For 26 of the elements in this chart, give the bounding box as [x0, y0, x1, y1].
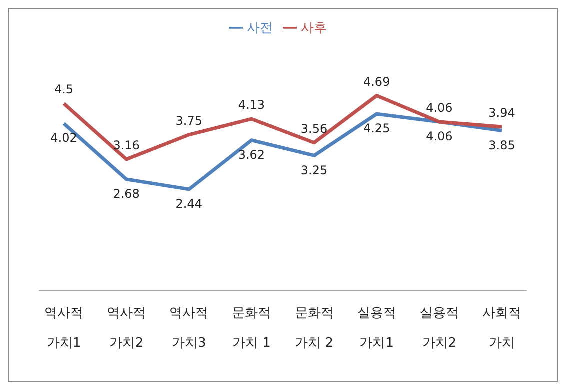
- x-tick-label: 사회적 가치: [482, 306, 522, 351]
- data-label: 4.69: [364, 74, 390, 89]
- data-label: 4.02: [50, 131, 78, 146]
- x-tick-label: 역사적 가치3: [170, 306, 209, 351]
- data-label: 3.75: [176, 114, 202, 128]
- x-tick-label: 실용적 가치2: [420, 306, 459, 351]
- data-label: 3.62: [238, 148, 266, 162]
- legend-label: 사후: [301, 21, 327, 36]
- data-label: 4.25: [364, 122, 390, 136]
- x-tick-label: 문화적 가치 1: [232, 306, 272, 351]
- x-tick-label: 역사적 가치1: [44, 306, 84, 351]
- data-label: 2.44: [176, 196, 202, 211]
- data-label: 4.13: [238, 98, 266, 112]
- x-tick-label: 문화적 가치 2: [294, 306, 334, 351]
- legend-label: 사전: [247, 21, 273, 36]
- data-label: 4.5: [54, 82, 74, 97]
- data-label: 3.56: [300, 122, 328, 136]
- data-label: 3.94: [488, 106, 516, 120]
- x-tick-label: 실용적 가치1: [357, 306, 396, 351]
- data-label: 3.85: [488, 138, 516, 152]
- data-label: 4.06: [426, 101, 453, 116]
- x-tick-label: 역사적 가치2: [107, 306, 146, 351]
- data-label: 4.06: [426, 130, 453, 144]
- data-label: 2.68: [113, 186, 140, 201]
- data-label: 3.25: [300, 163, 328, 178]
- data-label: 3.16: [113, 138, 140, 152]
